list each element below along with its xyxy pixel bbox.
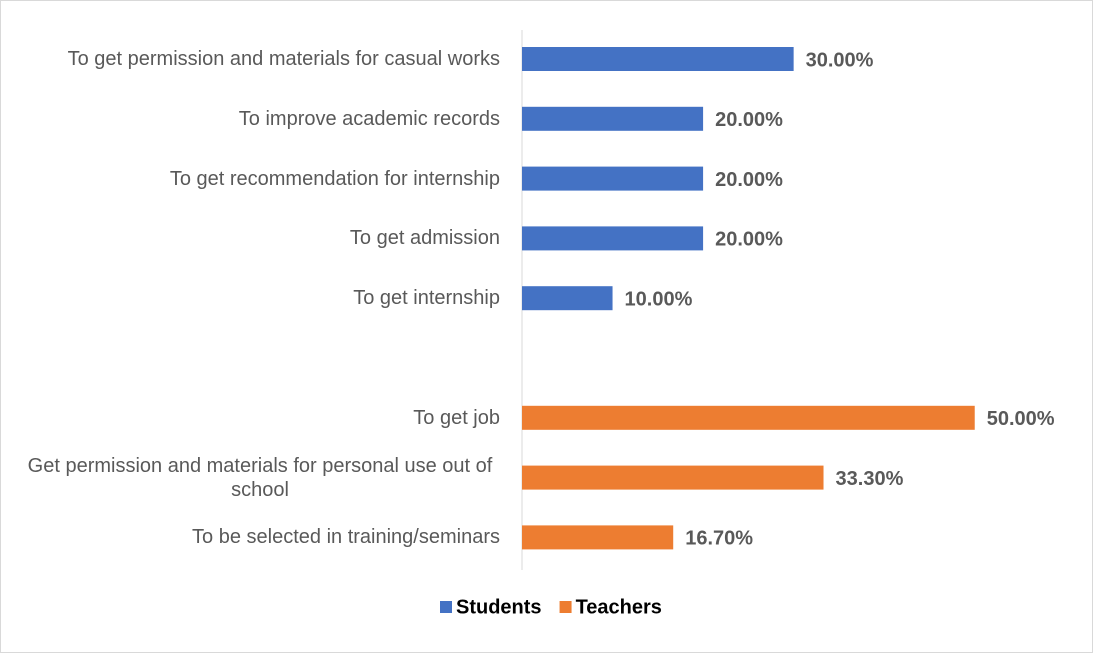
bar	[522, 166, 704, 191]
category-label: To get admission	[20, 208, 500, 268]
category-label: To be selected in training/seminars	[20, 507, 500, 567]
category-label-text: To improve academic records	[238, 107, 500, 130]
value-label: 33.30%	[836, 468, 904, 490]
category-label-box: To get job	[20, 388, 500, 448]
bar	[522, 525, 674, 550]
value-label: 16.70%	[685, 528, 753, 550]
value-label: 20.00%	[715, 169, 783, 191]
category-label: To get internship	[20, 268, 500, 328]
category-label-text: To get internship	[353, 287, 500, 310]
category-label-text: To get recommendation for internship	[169, 167, 500, 190]
legend-swatch	[440, 601, 452, 613]
bar	[522, 106, 704, 131]
category-label-text: Get permission and materials for persona…	[27, 454, 493, 501]
category-label-text: To get job	[413, 406, 500, 429]
category-label-box: To be selected in training/seminars	[20, 507, 500, 567]
category-label-box: To get admission	[20, 208, 500, 268]
bar	[522, 286, 613, 311]
legend-label: Students	[456, 596, 542, 618]
bar	[522, 226, 704, 251]
bar	[522, 405, 975, 430]
category-label: To improve academic records	[20, 89, 500, 149]
category-label-text: To get permission and materials for casu…	[67, 48, 500, 70]
category-label-text: To get admission	[349, 227, 500, 250]
category-label: Get permission and materials for persona…	[20, 448, 500, 508]
value-label: 50.00%	[987, 408, 1055, 430]
value-label: 30.00%	[806, 49, 874, 71]
bar	[522, 465, 824, 490]
bar	[522, 47, 794, 71]
category-label: To get recommendation for internship	[20, 149, 500, 209]
category-label-box: Get permission and materials for persona…	[20, 448, 500, 508]
category-label: To get permission and materials for casu…	[20, 29, 500, 89]
category-label-box: To get recommendation for internship	[20, 149, 500, 209]
category-label-box: To improve academic records	[20, 89, 500, 149]
value-label: 20.00%	[715, 109, 783, 131]
category-label: To get job	[20, 388, 500, 448]
value-label: 10.00%	[625, 288, 693, 310]
category-label-text: To be selected in training/seminars	[192, 526, 500, 549]
category-label-box: To get permission and materials for casu…	[20, 29, 500, 89]
legend-swatch	[559, 601, 572, 613]
legend-label: Teachers	[576, 596, 662, 618]
category-label-box: To get internship	[20, 268, 500, 328]
value-label: 20.00%	[715, 229, 783, 251]
